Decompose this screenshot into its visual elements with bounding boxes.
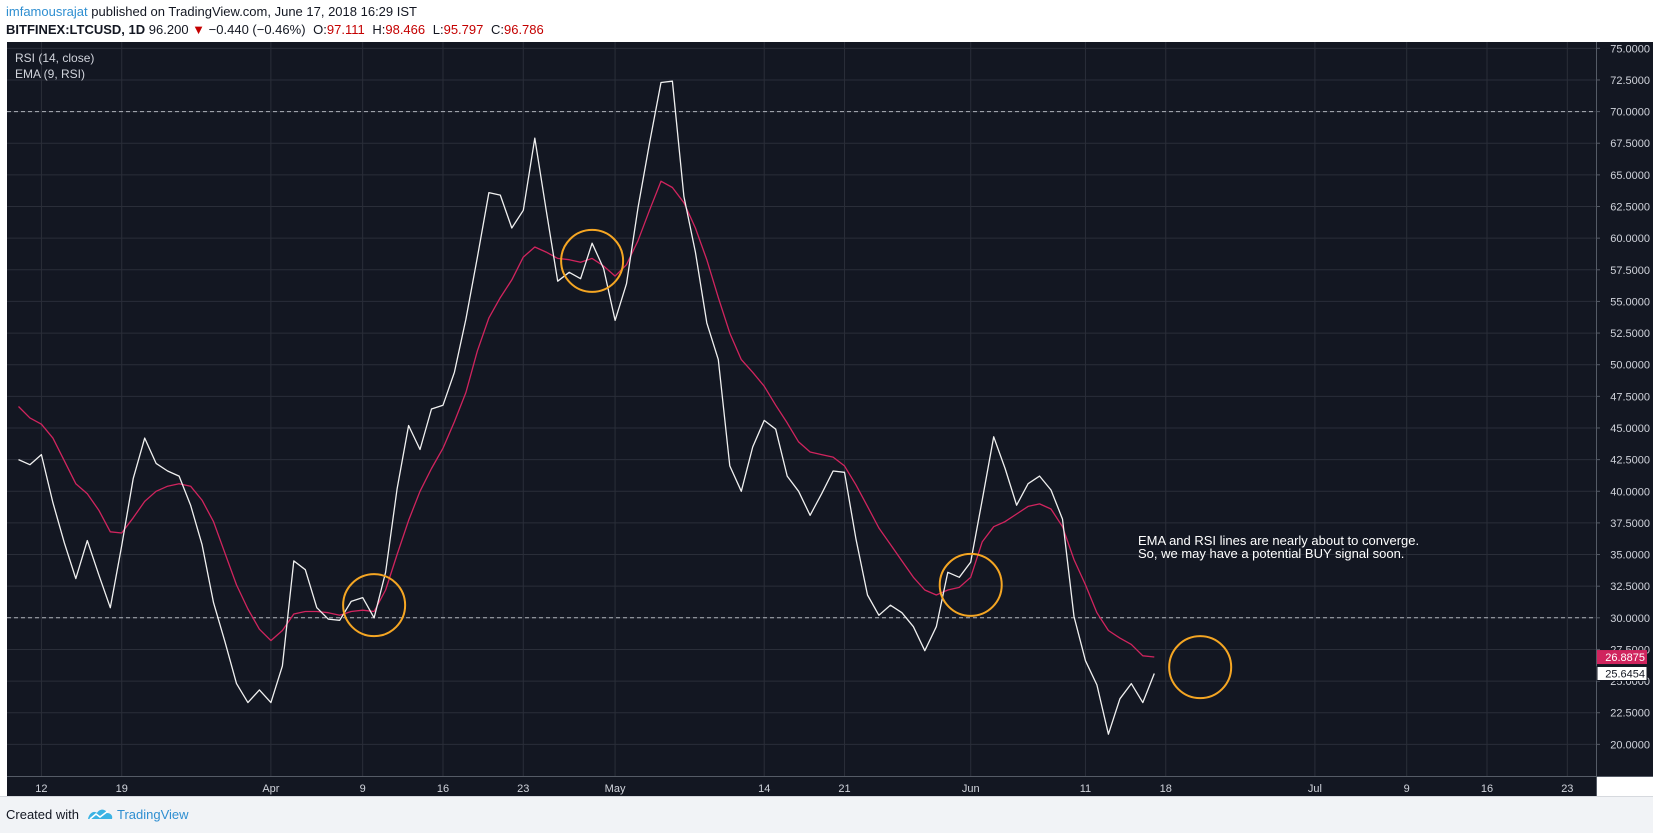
y-tick-label: 45.0000 — [1610, 423, 1650, 435]
highlight-circle — [342, 573, 407, 638]
chart-header: imfamousrajat published on TradingView.c… — [0, 0, 1653, 42]
x-tick-labels: 12 19 Apr 9 16 23 May 14 21 Jun 11 18 Jul 9 16 23 — [35, 783, 1573, 795]
tradingview-brand-link[interactable]: TradingView — [117, 807, 189, 822]
close-label: C: — [490, 22, 504, 37]
open-label: O: — [313, 22, 327, 37]
x-tick-label: Jul — [1308, 783, 1322, 795]
x-tick-label: 21 — [838, 783, 850, 795]
y-tick-label: 72.5000 — [1610, 75, 1650, 87]
y-tick-label: 47.5000 — [1610, 391, 1650, 403]
x-tick-label: 11 — [1080, 783, 1091, 795]
symbol-line: BITFINEX:LTCUSD, 1D 96.200 ▼ −0.440 (−0.… — [6, 22, 544, 37]
y-tick-label: 30.0000 — [1610, 613, 1650, 625]
plot-background — [7, 42, 1596, 776]
created-with-text: Created with — [6, 807, 79, 822]
open-value: 97.111 — [326, 22, 365, 37]
tradingview-logo-icon[interactable] — [86, 805, 114, 823]
y-tick-label: 62.5000 — [1610, 202, 1650, 214]
rsi-last-value: 25.6454 — [1605, 668, 1645, 680]
time-axis[interactable] — [7, 776, 1596, 796]
y-tick-label: 52.5000 — [1610, 328, 1650, 340]
low-label: L: — [432, 22, 444, 37]
publish-line: imfamousrajat published on TradingView.c… — [6, 4, 417, 19]
y-tick-label: 75.0000 — [1610, 43, 1650, 55]
x-tick-label: May — [605, 783, 626, 795]
low-value: 95.797 — [443, 22, 484, 37]
y-tick-label: 67.5000 — [1610, 138, 1650, 150]
close-value: 96.786 — [503, 22, 544, 37]
x-tick-label: 23 — [1561, 783, 1573, 795]
x-tick-label: 23 — [517, 783, 529, 795]
author-link[interactable]: imfamousrajat — [6, 4, 88, 19]
x-tick-label: 9 — [360, 783, 366, 795]
y-tick-label: 65.0000 — [1610, 170, 1650, 182]
y-tick-label: 57.5000 — [1610, 265, 1650, 277]
price-change: −0.440 (−0.46%) — [208, 22, 306, 37]
rsi-line — [18, 80, 1155, 735]
price-axis[interactable] — [1596, 42, 1653, 776]
highlight-circle — [1168, 635, 1233, 700]
highlight-circles — [342, 228, 1233, 700]
x-tick-label: 19 — [116, 783, 128, 795]
last-price: 96.200 — [148, 22, 189, 37]
grid-lines — [7, 42, 1596, 776]
y-tick-label: 22.5000 — [1610, 708, 1650, 720]
series-lines — [18, 80, 1155, 735]
axis-corner — [1596, 776, 1653, 796]
x-tick-label: 9 — [1404, 783, 1410, 795]
high-label: H: — [372, 22, 386, 37]
x-tick-label: 16 — [1481, 783, 1493, 795]
level-lines — [7, 111, 1596, 619]
y-tick-label: 32.5000 — [1610, 581, 1650, 593]
down-arrow-icon: ▼ — [192, 22, 206, 37]
annotation-line-2: So, we may have a potential BUY signal s… — [1138, 546, 1404, 561]
last-value-labels: 26.8875 25.6454 — [1596, 650, 1648, 681]
x-tick-label: 18 — [1160, 783, 1172, 795]
x-tick-label: 16 — [437, 783, 449, 795]
high-value: 98.466 — [385, 22, 426, 37]
y-tick-label: 37.5000 — [1610, 518, 1650, 530]
rsi-chart[interactable]: 75.0000 72.5000 70.0000 67.5000 65.0000 62.50… — [0, 42, 1653, 796]
x-tick-label: Apr — [262, 783, 279, 795]
chart-area[interactable]: 75.0000 72.5000 70.0000 67.5000 65.0000 62.50… — [0, 42, 1653, 796]
y-tick-label: 40.0000 — [1610, 486, 1650, 498]
x-tick-label: Jun — [962, 783, 980, 795]
y-tick-label: 50.0000 — [1610, 360, 1650, 372]
footer: Created with TradingView — [0, 796, 1653, 833]
y-tick-label: 20.0000 — [1610, 739, 1650, 751]
legend-ema[interactable]: EMA (9, RSI) — [15, 67, 85, 81]
annotation-line-1: EMA and RSI lines are nearly about to co… — [1138, 533, 1419, 548]
y-tick-label: 42.5000 — [1610, 455, 1650, 467]
rsi-last-value-box — [1596, 665, 1648, 681]
published-text: published on TradingView.com, June 17, 2… — [91, 4, 417, 19]
symbol-name: BITFINEX:LTCUSD, 1D — [6, 22, 146, 37]
ema-last-value: 26.8875 — [1605, 652, 1645, 664]
y-tick-label: 70.0000 — [1610, 107, 1650, 119]
y-tick-label: 35.0000 — [1610, 550, 1650, 562]
x-tick-label: 14 — [758, 783, 770, 795]
x-tick-label: 12 — [35, 783, 47, 795]
highlight-circle — [560, 228, 625, 293]
ema-last-value-box — [1597, 650, 1647, 665]
legend-rsi[interactable]: RSI (14, close) — [15, 51, 94, 65]
y-tick-label: 60.0000 — [1610, 233, 1650, 245]
highlight-circle — [938, 552, 1003, 617]
y-tick-label: 55.0000 — [1610, 296, 1650, 308]
